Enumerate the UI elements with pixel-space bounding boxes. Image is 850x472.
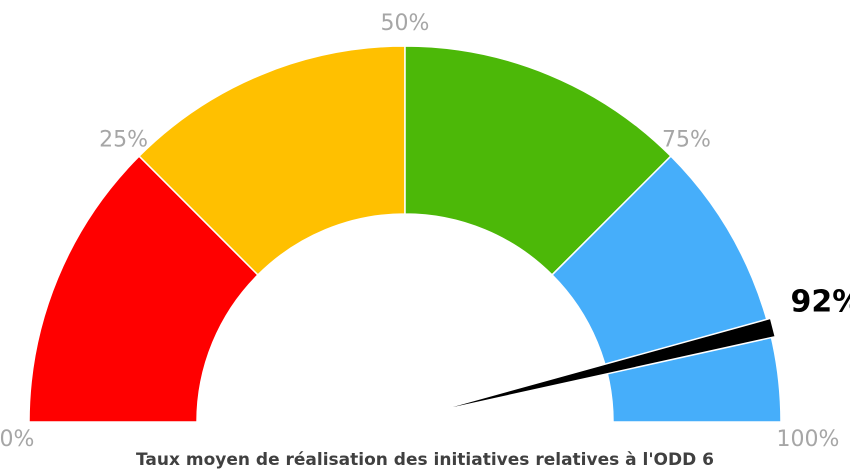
value-label: 92% [790,285,850,320]
gauge-band [138,45,406,276]
needle [424,317,777,415]
tick-label: 100% [777,427,840,452]
tick-label: 50% [381,11,430,36]
chart-title: Taux moyen de réalisation des initiative… [136,450,714,470]
gauge-band [551,155,782,423]
gauge-band [28,155,259,423]
tick-label: 75% [662,128,711,153]
tick-label: 25% [99,128,148,153]
gauge-band [404,45,672,276]
tick-label: 0% [0,427,34,452]
